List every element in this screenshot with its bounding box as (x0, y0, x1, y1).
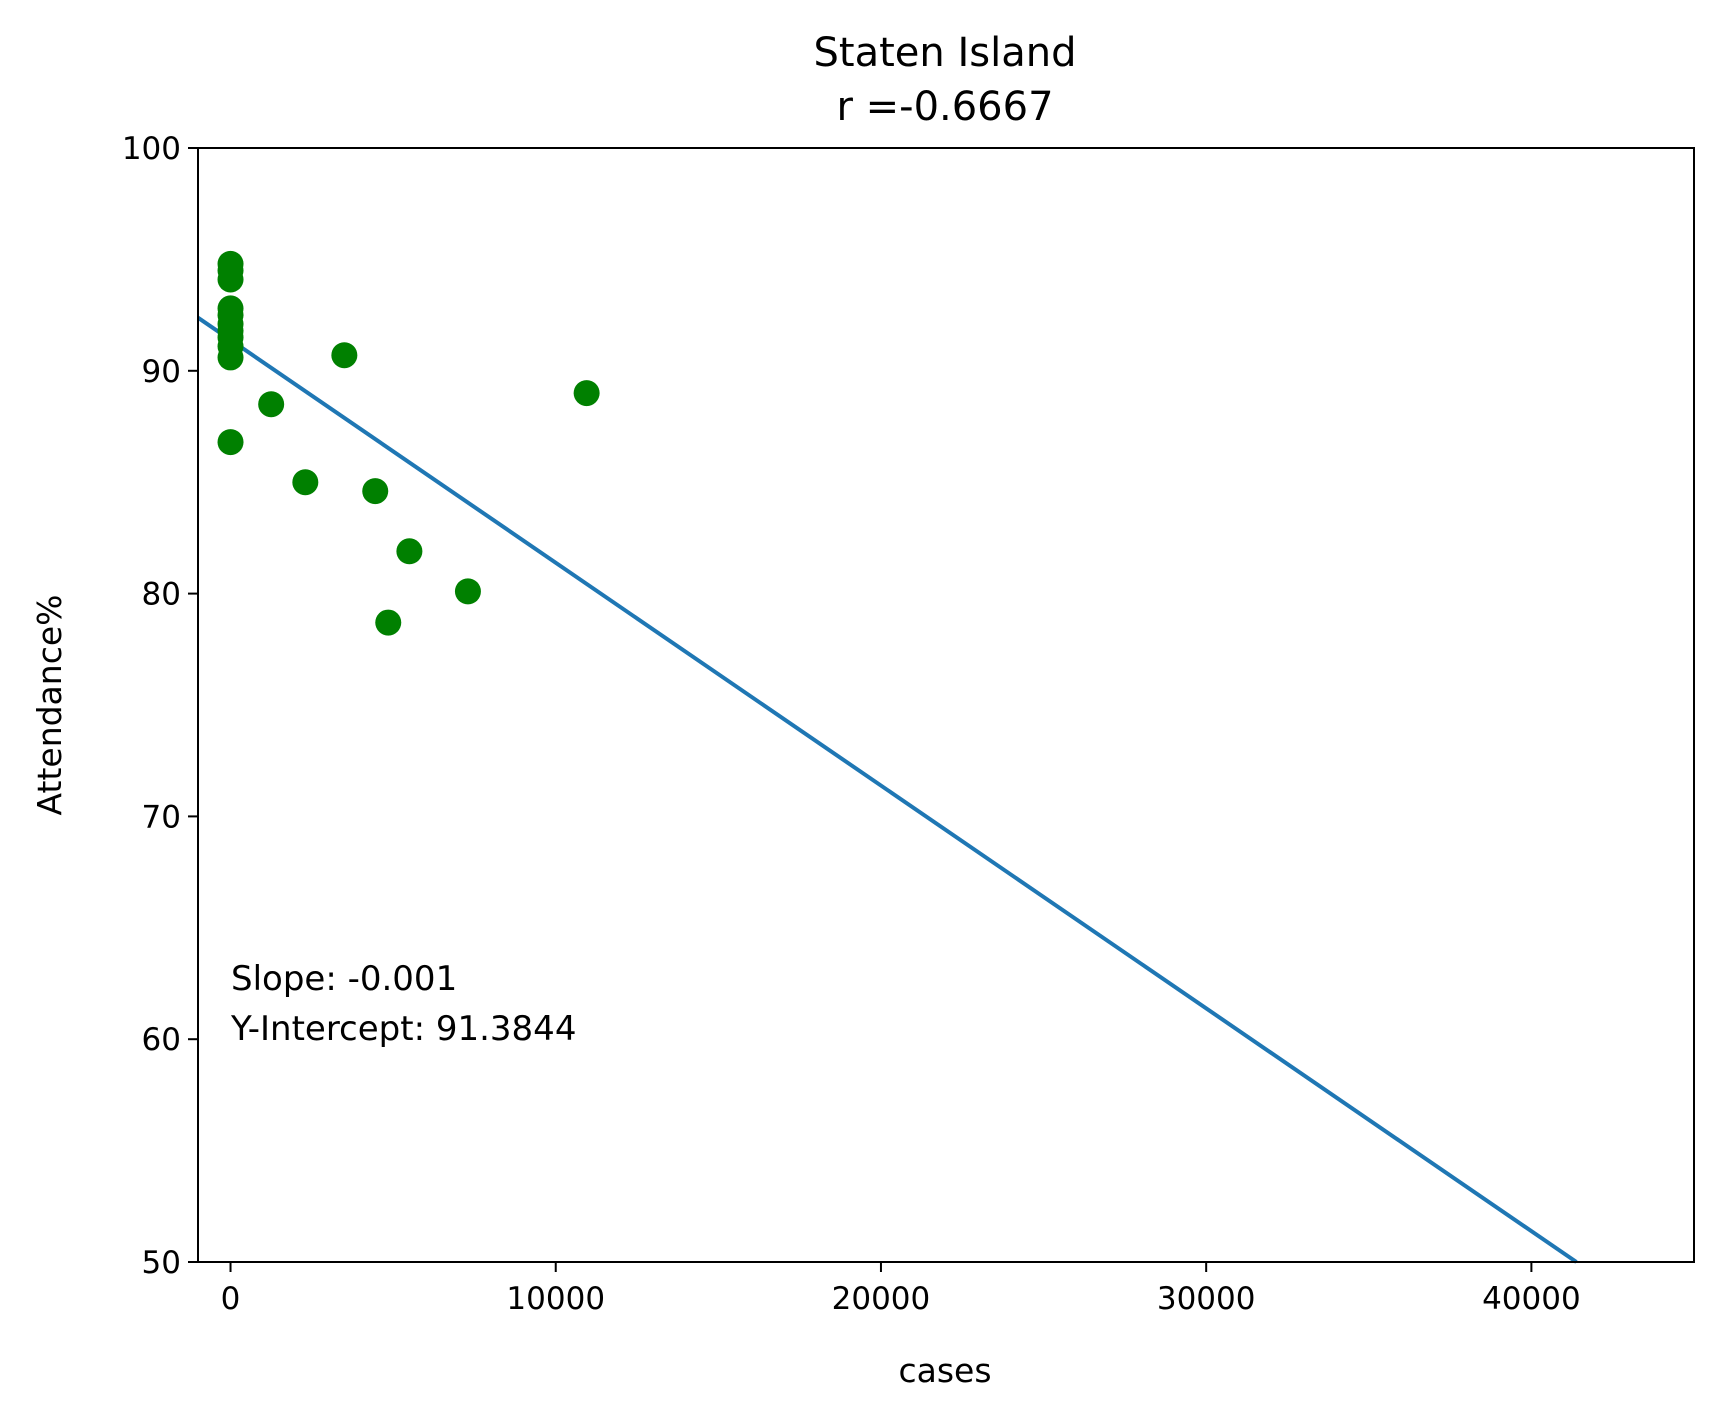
y-tick-label: 50 (142, 1245, 181, 1281)
y-axis: 50 60 70 80 90 100 (122, 131, 198, 1281)
x-tick-label: 0 (221, 1281, 241, 1317)
regression-line (196, 316, 1578, 1264)
x-axis-label: cases (898, 1351, 991, 1390)
regression-line-layer (196, 316, 1578, 1264)
y-tick-label: 70 (142, 799, 181, 835)
data-point (258, 391, 285, 418)
chart-title-group: Staten Island r =-0.6667 (814, 30, 1077, 130)
data-point (217, 266, 244, 293)
y-tick-label: 60 (142, 1022, 181, 1058)
y-tick-label: 80 (142, 577, 181, 613)
x-tick-label: 20000 (832, 1281, 931, 1317)
data-point (396, 538, 423, 565)
plot-area (196, 250, 1578, 1264)
data-point (362, 478, 389, 505)
data-points-layer (217, 250, 600, 636)
slope-annotation: Slope: -0.001 (231, 959, 457, 999)
regression-annotation: Slope: -0.001 Y-Intercept: 91.3844 (230, 959, 576, 1049)
data-point (217, 429, 244, 456)
y-tick-label: 90 (142, 354, 181, 390)
y-axis-label: Attendance% (30, 595, 69, 816)
plot-frame (197, 147, 1695, 1263)
data-point (292, 469, 319, 496)
chart-title: Staten Island (814, 30, 1077, 76)
y-tick-label: 100 (122, 131, 181, 167)
x-axis: 0 10000 20000 30000 40000 (221, 1262, 1581, 1317)
data-point (454, 578, 481, 605)
data-point (331, 342, 358, 369)
data-point (375, 609, 402, 636)
x-tick-label: 40000 (1482, 1281, 1581, 1317)
intercept-annotation: Y-Intercept: 91.3844 (230, 1009, 576, 1049)
data-point (217, 344, 244, 371)
data-point (573, 380, 600, 407)
x-tick-label: 30000 (1157, 1281, 1256, 1317)
x-tick-label: 10000 (506, 1281, 605, 1317)
chart-subtitle: r =-0.6667 (836, 84, 1053, 130)
